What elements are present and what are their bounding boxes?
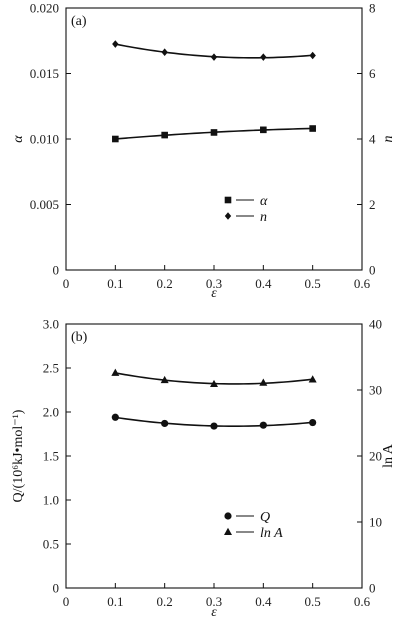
data-point — [309, 125, 316, 132]
series-0 — [111, 413, 317, 430]
x-tick-label: 0.4 — [255, 594, 272, 609]
legend-label: Q — [260, 510, 270, 525]
y-right-tick-label: 0 — [369, 581, 376, 596]
legend-marker — [224, 527, 232, 535]
x-tick-label: 0.1 — [107, 594, 123, 609]
data-point — [111, 368, 120, 376]
y-left-tick-label: 0.015 — [30, 66, 59, 81]
legend-label: n — [260, 210, 267, 225]
legend-entry: Q — [224, 510, 270, 525]
y-right-axis-label: ln A — [381, 443, 396, 468]
legend-marker — [224, 512, 232, 520]
x-axis-label: ε — [211, 605, 217, 620]
x-tick-label: 0.5 — [305, 594, 321, 609]
y-right-tick-label: 20 — [369, 449, 382, 464]
panel-label: (a) — [71, 14, 87, 29]
data-point — [112, 40, 119, 48]
legend-entry: n — [224, 210, 267, 225]
x-tick-label: 0 — [63, 594, 70, 609]
y-right-tick-label: 8 — [369, 1, 376, 16]
y-right-tick-label: 40 — [369, 317, 382, 332]
y-left-tick-label: 0.020 — [30, 1, 59, 16]
x-tick-label: 0.3 — [206, 594, 222, 609]
y-left-axis-label: Q/(10⁶kJ•mol⁻¹) — [11, 409, 26, 502]
plot-frame — [65, 7, 363, 271]
data-point — [259, 378, 268, 386]
x-tick-label: 0.2 — [157, 276, 173, 291]
x-tick-label: 0.3 — [206, 276, 222, 291]
legend-entry: ln A — [224, 526, 283, 541]
series-1 — [112, 40, 316, 61]
legend-marker — [224, 196, 232, 204]
data-point — [210, 129, 218, 136]
data-point — [309, 418, 317, 427]
data-point — [160, 375, 169, 384]
y-left-tick-label: 2.0 — [43, 405, 59, 420]
data-point — [161, 419, 169, 428]
plot-frame — [65, 323, 363, 589]
legend-label: ln A — [260, 526, 283, 541]
series-1 — [111, 368, 317, 388]
x-tick-label: 0.2 — [157, 594, 173, 609]
data-point — [309, 51, 316, 60]
data-point — [210, 422, 218, 430]
y-right-tick-label: 4 — [369, 132, 376, 147]
x-tick-label: 0.6 — [354, 594, 371, 609]
x-tick-label: 0.5 — [305, 276, 321, 291]
legend-entry: α — [224, 194, 268, 209]
data-point — [210, 53, 218, 61]
chart-panel-b: 0 0.1 0.2 0.3 0.4 0.5 0.600.51.01.52.02.53.001… — [11, 317, 396, 621]
legend-marker — [224, 212, 232, 220]
y-left-tick-label: 0 — [53, 581, 60, 596]
data-point — [260, 126, 267, 134]
x-tick-label: 0.6 — [354, 276, 371, 291]
y-left-axis-label: α — [11, 135, 26, 143]
data-point — [112, 135, 119, 143]
y-left-tick-label: 0 — [53, 263, 60, 278]
y-left-tick-label: 0.5 — [43, 537, 59, 552]
x-tick-label: 0.1 — [107, 276, 123, 291]
y-right-tick-label: 30 — [369, 383, 382, 398]
y-left-tick-label: 2.5 — [43, 361, 59, 376]
x-tick-label: 0 — [63, 276, 70, 291]
chart-panel-a: 0 0.1 0.2 0.3 0.4 0.5 0.600.0050.0100.0150.020… — [11, 1, 396, 302]
data-point — [111, 413, 119, 421]
panel-label: (b) — [71, 330, 88, 345]
y-right-tick-label: 10 — [369, 515, 382, 530]
x-axis-label: ε — [211, 286, 217, 301]
data-point — [161, 131, 168, 139]
y-left-tick-label: 1.0 — [43, 493, 59, 508]
series-0 — [112, 125, 316, 143]
y-right-tick-label: 2 — [369, 197, 376, 212]
y-left-tick-label: 1.5 — [43, 449, 59, 464]
y-left-tick-label: 0.010 — [30, 132, 59, 147]
data-point — [210, 379, 218, 388]
y-left-tick-label: 0.005 — [30, 197, 59, 212]
data-point — [308, 375, 317, 383]
x-tick-label: 0.4 — [255, 276, 272, 291]
y-right-tick-label: 6 — [369, 66, 376, 81]
data-point — [161, 48, 168, 57]
data-point — [259, 421, 267, 429]
y-right-tick-label: 0 — [369, 263, 376, 278]
y-left-tick-label: 3.0 — [43, 317, 59, 332]
legend-label: α — [260, 194, 268, 209]
data-point — [260, 53, 267, 61]
y-right-axis-label: n — [381, 136, 396, 143]
